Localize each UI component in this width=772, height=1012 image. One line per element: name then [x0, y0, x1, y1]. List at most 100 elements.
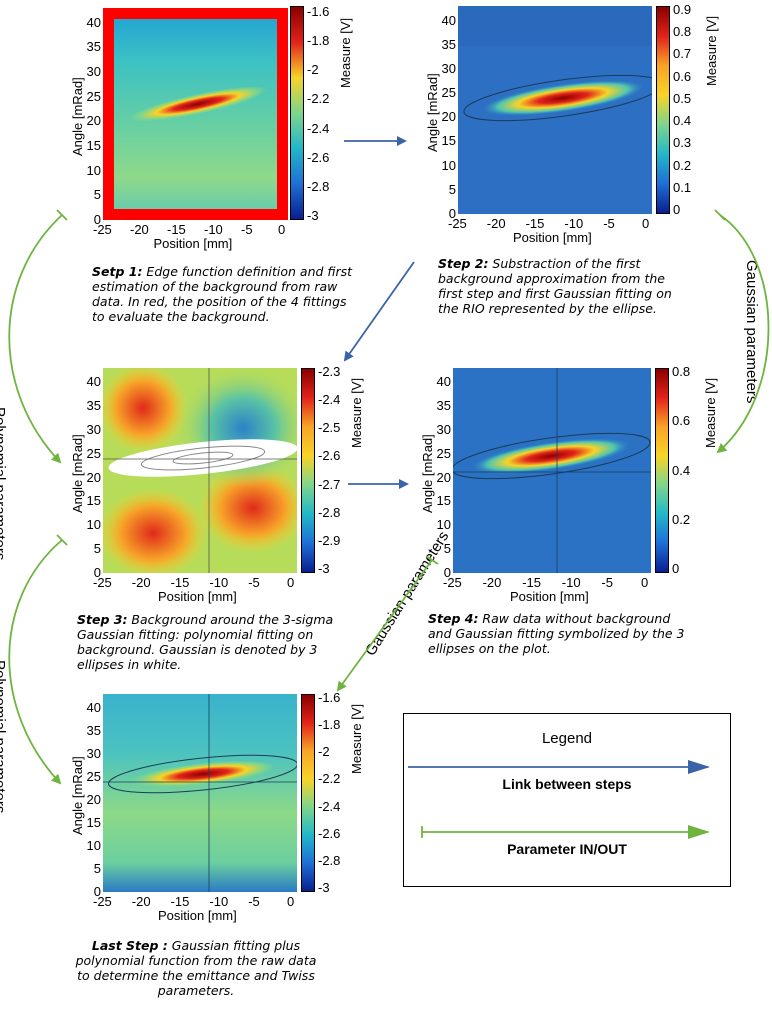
step3-heatmap	[103, 368, 297, 573]
step3-y-tick: 25	[86, 445, 101, 461]
step2-x-tick: -25	[448, 216, 467, 231]
step1-cbar-tick: -2	[307, 62, 319, 78]
step3-y-tick: 5	[93, 541, 101, 557]
legend-title: Legend	[541, 730, 593, 747]
step4-y-tick: 20	[436, 469, 451, 485]
step3-x-tick: -10	[209, 575, 229, 590]
step4-y-tick: 5	[443, 541, 451, 557]
step2-cbar-label: Measure [V]	[704, 15, 719, 86]
step4-y-tick: 15	[436, 493, 451, 509]
step2-y-tick: 20	[441, 109, 456, 125]
step1-y-tick: 0	[93, 212, 101, 227]
last-cbar-tick: -2.2	[318, 771, 341, 787]
step3-y-tick: 0	[93, 565, 101, 580]
last-y-label: Angle [mRad]	[70, 756, 85, 835]
step2-cbar-tick: 0.7	[673, 46, 692, 62]
step3-cbar-tick: -2.3	[318, 364, 341, 379]
last-y-tick: 30	[86, 745, 101, 761]
step3-x-tick: -25	[93, 575, 112, 590]
step2-colorbar	[656, 6, 670, 214]
last-cbar-label: Measure [V]	[349, 703, 364, 774]
step3-cbar-tick: -2.6	[318, 448, 341, 464]
step1-x-tick: -10	[204, 222, 223, 237]
step2-cbar-tick: 0	[673, 202, 681, 217]
step3-caption: Step 3: Background around the 3-sigma Ga…	[77, 612, 334, 672]
step3-y-tick: 15	[86, 493, 101, 509]
step1-red-frame	[103, 8, 288, 220]
step1-heatmap	[103, 8, 288, 220]
step3-x-tick: -15	[170, 575, 190, 590]
polynomial-label-2: Polynomial parameters	[0, 660, 8, 814]
step1-y-tick: 30	[86, 64, 101, 80]
step2-cbar-tick: 0.3	[673, 135, 692, 151]
step1-cbar-tick: -2.8	[307, 178, 330, 194]
step2-y-tick: 5	[448, 181, 456, 197]
step3-x-tick: 0	[287, 575, 295, 590]
step1-cbar-tick: -2.4	[307, 120, 330, 136]
last-y-tick: 20	[86, 791, 101, 807]
legend-param-label: Parameter IN/OUT	[507, 841, 627, 857]
step3-cbar-label: Measure [V]	[349, 377, 364, 448]
last-cbar-tick: -2.8	[318, 852, 341, 868]
last-y-tick: 25	[86, 768, 101, 784]
step1-y-tick: 5	[93, 187, 101, 203]
last-caption: Last Step : Gaussian fitting plus polyno…	[75, 938, 317, 998]
legend-link-label: Link between steps	[502, 776, 632, 792]
step2-x-tick: 0	[642, 216, 650, 231]
legend-swatches	[408, 760, 710, 839]
param-arrow-poly-2	[8, 539, 63, 785]
step2-y-tick: 40	[441, 12, 456, 28]
step4-y-tick: 30	[436, 421, 451, 437]
last-x-tick: -25	[93, 894, 112, 909]
step4-y-tick: 25	[436, 445, 451, 461]
step2-caption: Step 2: Substraction of the first backgr…	[438, 256, 672, 316]
step3-y-tick: 20	[86, 469, 101, 485]
last-x-label: Position [mm]	[158, 908, 237, 923]
step2-x-tick: -10	[564, 216, 584, 231]
step3-y-tick: 30	[86, 421, 101, 437]
step4-x-tick: 0	[641, 575, 649, 590]
step4-cbar-tick: 0	[672, 561, 680, 576]
step3-x-tick: -5	[248, 575, 260, 590]
last-y-tick: 0	[93, 884, 101, 899]
step4-cbar-tick: 0.6	[672, 413, 691, 429]
step1-y-tick: 25	[86, 88, 101, 104]
step4-x-tick: -20	[482, 575, 502, 590]
last-y-tick: 40	[86, 699, 101, 715]
step1-cbar-tick: -3	[307, 208, 319, 223]
step1-y-tick: 35	[86, 39, 101, 55]
step4-heatmap	[453, 368, 651, 573]
step3-y-tick: 10	[86, 517, 101, 533]
step4-cbar-tick: 0.2	[672, 511, 691, 527]
step4-x-tick: -25	[443, 575, 462, 590]
step3-y-tick: 40	[86, 374, 101, 390]
step2-x-tick: -5	[603, 216, 615, 231]
step4-x-tick: -15	[522, 575, 541, 590]
step1-y-tick: 10	[86, 162, 101, 178]
step1-cbar-tick: -1.6	[307, 4, 330, 19]
step2-cbar-tick: 0.8	[673, 24, 692, 40]
step4-x-label: Position [mm]	[510, 589, 589, 604]
last-y-tick: 5	[93, 860, 101, 876]
step4-y-tick: 0	[443, 565, 451, 580]
step1-x-tick: -15	[167, 222, 186, 237]
step1-x-tick: -25	[93, 222, 112, 237]
gaussian-label-1: Gaussian parameters	[743, 260, 760, 404]
step2-y-tick: 25	[441, 85, 456, 101]
step1-x-tick: 0	[278, 222, 286, 237]
last-cbar-tick: -1.6	[318, 690, 341, 705]
step1-y-tick: 15	[86, 138, 101, 154]
step1-cbar-label: Measure [V]	[338, 17, 353, 88]
step2-cbar-tick: 0.4	[673, 113, 692, 129]
step3-cbar-tick: -2.9	[318, 532, 341, 548]
step1-colorbar	[290, 6, 304, 220]
gaussian-label-2: Gaussian parameters	[362, 528, 453, 660]
step3-x-tick: -20	[131, 575, 151, 590]
polynomial-label-1: Polynomial parameters	[0, 407, 8, 561]
last-cbar-tick: -3	[318, 880, 330, 895]
last-cbar-tick: -2.6	[318, 825, 341, 841]
step1-y-tick: 20	[86, 113, 101, 129]
step4-cbar-tick: 0.4	[672, 462, 691, 478]
step1-cbar-tick: -2.6	[307, 149, 330, 165]
step2-y-tick: 15	[441, 133, 456, 149]
